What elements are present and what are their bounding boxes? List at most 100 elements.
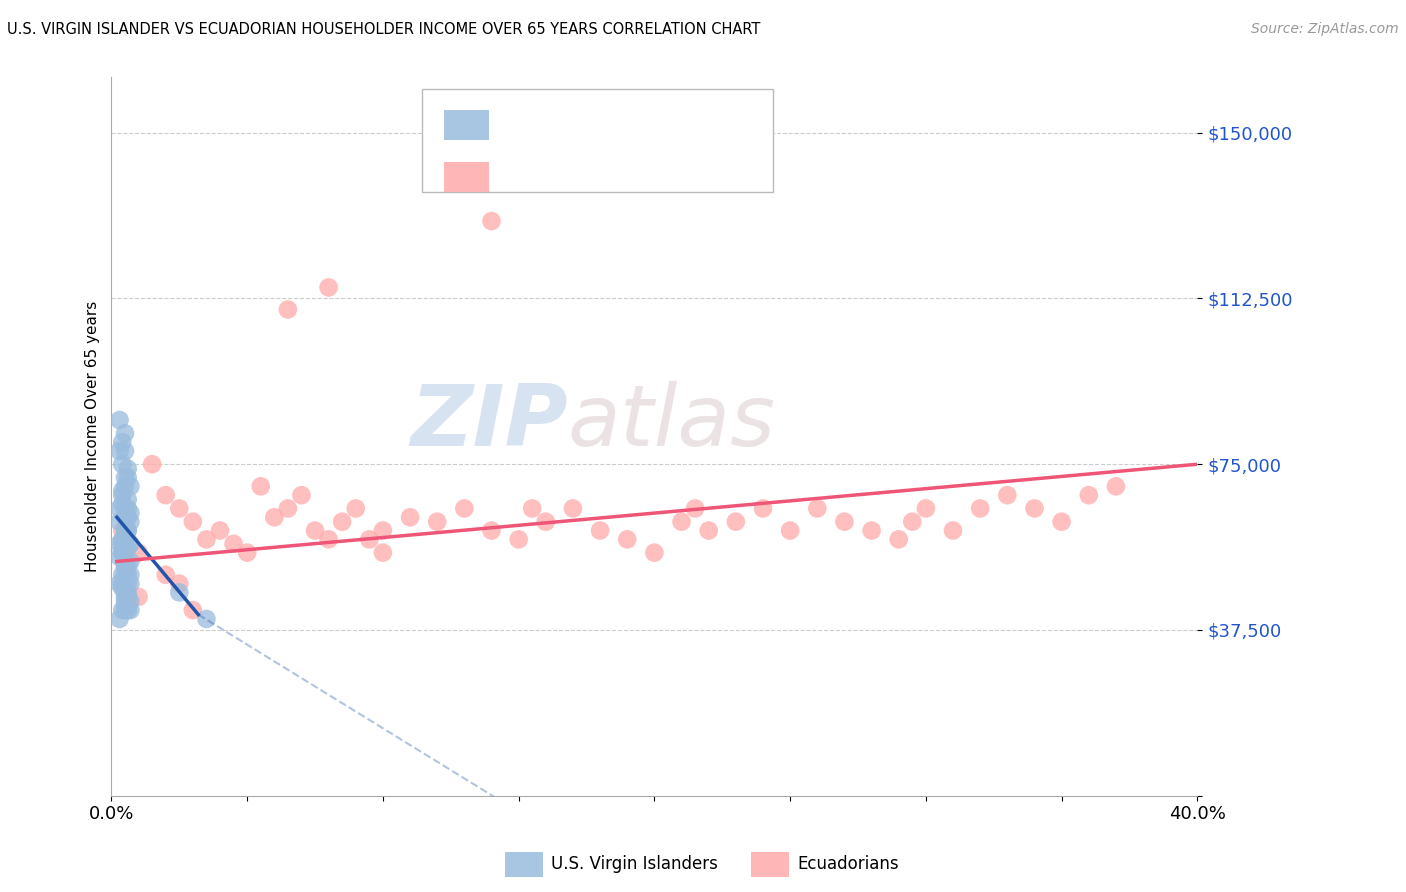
Point	[263, 510, 285, 524]
Point	[111, 576, 134, 591]
Text: N = 58: N = 58	[640, 161, 704, 179]
Point	[120, 594, 142, 608]
Point	[359, 533, 381, 547]
Point	[508, 533, 530, 547]
Point	[108, 550, 131, 565]
Point	[181, 603, 204, 617]
Point	[1024, 501, 1046, 516]
Point	[752, 501, 775, 516]
Point	[108, 537, 131, 551]
Point	[589, 524, 612, 538]
Point	[120, 506, 142, 520]
Point	[114, 558, 136, 573]
Point	[399, 510, 422, 524]
Text: atlas: atlas	[568, 381, 776, 464]
Point	[117, 576, 139, 591]
Point	[195, 533, 218, 547]
Point	[969, 501, 991, 516]
Point	[120, 537, 142, 551]
Point	[108, 413, 131, 427]
Point	[534, 515, 557, 529]
Point	[114, 524, 136, 538]
Point	[860, 524, 883, 538]
Text: R =  0.192: R = 0.192	[499, 161, 607, 179]
Point	[616, 533, 638, 547]
Point	[108, 444, 131, 458]
Point	[318, 280, 340, 294]
Point	[120, 515, 142, 529]
Point	[111, 603, 134, 617]
Point	[141, 457, 163, 471]
Point	[697, 524, 720, 538]
Point	[561, 501, 583, 516]
Point	[111, 533, 134, 547]
Point	[111, 497, 134, 511]
Point	[111, 567, 134, 582]
Point	[114, 567, 136, 582]
Point	[195, 612, 218, 626]
Point	[117, 567, 139, 582]
Point	[208, 524, 231, 538]
Point	[117, 558, 139, 573]
Text: N = 66: N = 66	[640, 110, 704, 128]
Point	[453, 501, 475, 516]
Point	[671, 515, 693, 529]
Point	[169, 585, 191, 599]
Point	[779, 524, 801, 538]
Point	[120, 603, 142, 617]
Point	[683, 501, 706, 516]
Point	[111, 488, 134, 502]
Point	[114, 590, 136, 604]
Point	[117, 461, 139, 475]
Point	[111, 483, 134, 498]
Text: Ecuadorians: Ecuadorians	[797, 855, 898, 873]
Text: R = -0.317: R = -0.317	[499, 110, 607, 128]
Point	[481, 524, 503, 538]
Point	[915, 501, 938, 516]
Point	[522, 501, 544, 516]
Point	[117, 585, 139, 599]
Point	[117, 501, 139, 516]
Point	[114, 558, 136, 573]
Point	[834, 515, 856, 529]
Text: U.S. Virgin Islanders: U.S. Virgin Islanders	[551, 855, 718, 873]
Point	[724, 515, 747, 529]
Point	[108, 515, 131, 529]
Point	[426, 515, 449, 529]
Point	[117, 603, 139, 617]
Point	[277, 501, 299, 516]
Point	[117, 541, 139, 556]
Point	[995, 488, 1018, 502]
Point	[114, 510, 136, 524]
Point	[155, 567, 177, 582]
Point	[114, 599, 136, 613]
Point	[114, 524, 136, 538]
Point	[117, 510, 139, 524]
Point	[114, 533, 136, 547]
Point	[120, 567, 142, 582]
Point	[942, 524, 965, 538]
Point	[887, 533, 910, 547]
Point	[114, 444, 136, 458]
Point	[169, 576, 191, 591]
Point	[304, 524, 326, 538]
Point	[155, 488, 177, 502]
Point	[117, 590, 139, 604]
Text: Source: ZipAtlas.com: Source: ZipAtlas.com	[1251, 22, 1399, 37]
Point	[249, 479, 271, 493]
Point	[1050, 515, 1073, 529]
Point	[111, 435, 134, 450]
Point	[371, 546, 394, 560]
Point	[108, 612, 131, 626]
Text: U.S. VIRGIN ISLANDER VS ECUADORIAN HOUSEHOLDER INCOME OVER 65 YEARS CORRELATION : U.S. VIRGIN ISLANDER VS ECUADORIAN HOUSE…	[7, 22, 761, 37]
Point	[806, 501, 828, 516]
Point	[114, 479, 136, 493]
Point	[277, 302, 299, 317]
Point	[1077, 488, 1099, 502]
Point	[120, 479, 142, 493]
Point	[117, 492, 139, 507]
Point	[114, 603, 136, 617]
Point	[643, 546, 665, 560]
Point	[114, 470, 136, 484]
Point	[222, 537, 245, 551]
